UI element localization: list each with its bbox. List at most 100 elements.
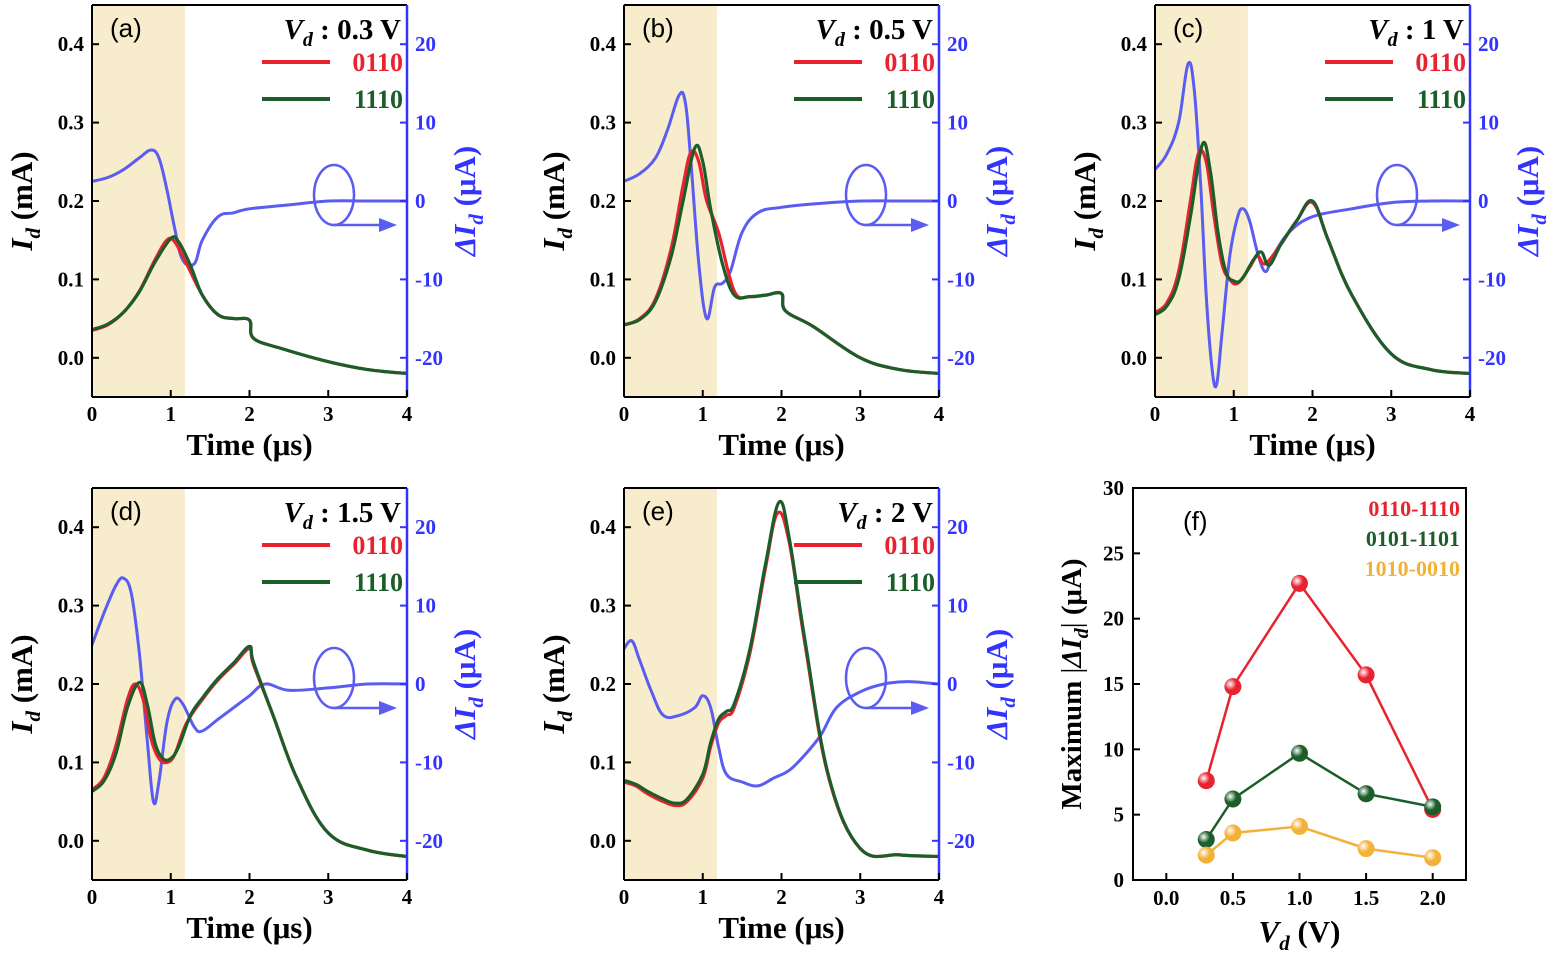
y2-tick-label: -20 [947,346,975,370]
legend-label-1010-0010: 1010-0010 [1365,556,1460,581]
legend-label-0110: 0110 [1415,48,1466,77]
y-tick-label: 0.2 [58,189,84,213]
y-tick-label: 25 [1103,541,1124,565]
panel-label: (f) [1183,506,1208,536]
x-axis-label: Time (μs) [186,427,312,462]
y-label-sub: d [553,711,577,722]
annotation-circle [1375,163,1419,227]
x-tick-label: 0 [1150,402,1161,426]
data-point-0101-1101 [1291,744,1308,762]
y-tick-label: 0.4 [1121,32,1148,56]
y-axis-label: Id (mA) [4,151,45,251]
x-tick-label: 1 [698,402,709,426]
panel-label: (d) [110,496,142,526]
y-axis-label: Maximum |ΔId| (μA) [1056,558,1093,809]
y2-label-unit: (μA) [979,629,1014,697]
y2-tick-label: 20 [947,515,968,539]
y2-tick-label: -10 [947,267,975,291]
vd-value: : 2 V [867,497,933,529]
panel-d: 0 1 2 3 4 0.0 0.1 0.2 0.3 0.4 -20 -10 0 10 20 Time (μs)… [4,487,488,945]
vd-sub: d [303,29,314,51]
y-axis-label: Id (mA) [4,634,45,734]
annotation-circle [312,646,356,710]
y-tick-label: 0.2 [590,189,616,213]
vd-value: : 1.5 V [313,497,401,529]
y2-axis-label: ΔId (μA) [447,146,488,258]
plot-area [624,499,939,859]
legend-label-1110: 1110 [886,568,935,597]
y2-label-sub: d [464,697,488,708]
y-label-unit: (mA) [1067,151,1102,228]
x-tick-label: 0.5 [1220,886,1246,910]
vd-value: : 0.3 V [313,14,401,46]
annotation-arrow-head [1442,218,1460,232]
vd-sub: d [303,512,314,534]
panel-b: 0 1 2 3 4 0.0 0.1 0.2 0.3 0.4 -20 -10 0 10 20 Time (μs)… [536,4,1020,462]
y2-label-var: ΔI [979,224,1014,258]
series-line-0110-1110 [1205,581,1434,810]
y2-tick-label: 20 [415,515,436,539]
y2-tick-label: -20 [415,346,443,370]
vd-label: Vd : 2 V [837,497,933,534]
x-tick-label: 4 [934,885,945,909]
y-label-var: I [1067,238,1102,252]
y2-label-var: ΔI [1510,224,1545,258]
x-label-var: V [1259,914,1282,949]
y-label-sub: d [553,228,577,239]
y-tick-label: 5 [1114,803,1125,827]
y2-axis-label: ΔId (μA) [1510,146,1551,258]
data-point-1010-0010 [1197,846,1215,864]
x-tick-label: 3 [323,885,334,909]
y2-tick-label: -20 [947,829,975,853]
vd-value: : 1 V [1398,14,1464,46]
y-axis-label: Id (mA) [1067,151,1108,251]
plot-area [92,576,407,859]
y-axis-label: Id (mA) [536,151,577,251]
x-axis-label: Time (μs) [718,427,844,462]
y-tick-label: 10 [1103,737,1124,761]
vd-var: V [816,14,838,46]
series-line-ΔI [624,90,939,321]
legend-label-0101-1101: 0101-1101 [1366,526,1460,551]
data-point-1010-0010 [1291,817,1308,835]
series-line-1110 [624,143,939,376]
x-tick-label: 4 [934,402,945,426]
y-label-var: ΔI [1056,636,1088,668]
y-label-unit: (mA) [536,151,571,228]
x-label-unit: (V) [1290,914,1341,949]
legend-label-1110: 1110 [354,85,403,114]
x-tick-label: 2.0 [1420,886,1446,910]
shaded-region [92,5,185,397]
y-tick-label: 0.0 [590,346,616,370]
shaded-region [624,488,717,880]
y-tick-label: 0.2 [590,672,616,696]
x-tick-label: 1 [698,885,709,909]
y2-tick-label: 0 [415,189,426,213]
vd-sub: d [1388,29,1399,51]
vd-sub: d [835,29,846,51]
y2-tick-label: -10 [1478,267,1506,291]
x-axis-label: Time (μs) [186,910,312,945]
y2-label-sub: d [996,697,1020,708]
x-tick-label: 1.5 [1353,886,1379,910]
y-tick-label: 0.3 [1121,111,1147,135]
vd-label: Vd : 1 V [1368,14,1464,51]
annotation-arrow-head [379,218,397,232]
y-tick-label: 0.4 [590,32,617,56]
y2-label-sub: d [996,214,1020,225]
data-point-1010-0010 [1224,824,1242,842]
x-tick-label: 1 [166,885,177,909]
x-tick-label: 4 [402,885,413,909]
y2-tick-label: -10 [415,750,443,774]
y2-axis-label: ΔId (μA) [979,146,1020,258]
x-tick-label: 2 [776,885,787,909]
x-axis-label: Time (μs) [1249,427,1375,462]
y-tick-label: 0.3 [58,111,84,135]
x-tick-label: 3 [855,402,866,426]
panel-f: 0.0 0.5 1.0 1.5 2.0 0 5 10 15 20 25 30 Vd (V) Maximum… [1056,476,1467,955]
y2-tick-label: 10 [947,111,968,135]
annotation-circle [312,163,356,227]
x-tick-label: 3 [1386,402,1397,426]
y-tick-label: 0.4 [590,515,617,539]
x-tick-label: 4 [1465,402,1476,426]
